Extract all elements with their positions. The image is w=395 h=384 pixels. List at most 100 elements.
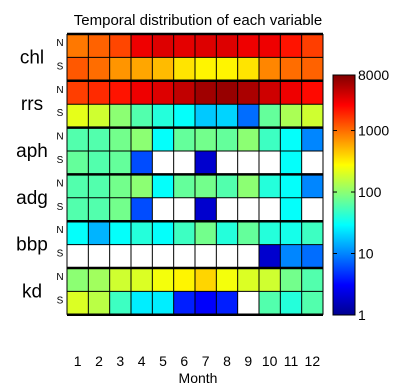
heatmap-cell	[301, 127, 323, 151]
heatmap-cell	[109, 104, 131, 128]
heatmap-cell	[216, 291, 238, 315]
heatmap-cell	[130, 151, 153, 175]
heatmap-cell	[67, 127, 89, 151]
heatmap-cell	[237, 127, 259, 151]
heatmap-cell	[67, 151, 89, 175]
heatmap-cell	[258, 197, 281, 222]
heatmap-cell	[237, 221, 259, 245]
x-axis-label: Month	[179, 370, 218, 384]
heatmap-cell	[130, 127, 153, 151]
heatmap-cell	[194, 221, 217, 245]
heatmap-cell	[216, 104, 238, 128]
heatmap-cell	[109, 151, 131, 175]
heatmap-cell	[173, 80, 195, 105]
heatmap-cell	[280, 197, 302, 222]
heatmap-cell	[152, 174, 174, 198]
heatmap-cell	[194, 34, 217, 58]
heatmap-cell	[258, 80, 281, 105]
heatmap-cell	[173, 57, 195, 81]
heatmap-cell	[173, 197, 195, 222]
heatmap-cell	[152, 151, 174, 175]
heatmap-cell	[109, 291, 131, 315]
colorbar-gradient	[332, 74, 356, 316]
heatmap-cell	[152, 34, 174, 58]
x-tick-label: 4	[138, 353, 146, 369]
heatmap-cell	[258, 244, 281, 268]
heatmap-cell	[194, 291, 217, 315]
heatmap-cell	[301, 151, 323, 175]
heatmap-cell	[280, 57, 302, 81]
heatmap-cell	[88, 127, 110, 151]
heatmap-cell	[88, 291, 110, 315]
heatmap-cell	[152, 244, 174, 268]
heatmap-cell	[88, 221, 110, 245]
x-tick-label: 3	[116, 353, 124, 369]
heatmap-cell	[173, 104, 195, 128]
variable-label-kd: kd	[22, 281, 42, 302]
heatmap-cells	[67, 34, 323, 315]
x-tick-label: 12	[305, 353, 321, 369]
heatmap-cell	[280, 221, 302, 245]
variable-label-adg: adg	[16, 188, 48, 209]
heatmap-cell	[173, 268, 195, 292]
heatmap-cell	[194, 244, 217, 268]
heatmap-cell	[173, 151, 195, 175]
heatmap-cell	[152, 57, 174, 81]
heatmap-cell	[173, 244, 195, 268]
x-tick-label: 9	[244, 353, 252, 369]
heatmap-cell	[280, 268, 302, 292]
variable-label-chl: chl	[20, 47, 44, 68]
x-tick-label: 11	[284, 353, 299, 369]
colorbar: 1 10 100 1000 8000	[332, 67, 389, 323]
heatmap-cell	[173, 127, 195, 151]
heatmap-cell	[67, 268, 89, 292]
heatmap-cell	[216, 197, 238, 222]
heatmap-cell	[109, 34, 131, 58]
heatmap-cell	[237, 34, 259, 58]
colorbar-tick-label: 8000	[358, 67, 389, 83]
heatmap-cell	[152, 127, 174, 151]
heatmap-cell	[237, 174, 259, 198]
heatmap-cell	[280, 80, 302, 105]
colorbar-tick-label: 1000	[358, 123, 389, 139]
variable-label-aph: aph	[16, 141, 48, 162]
heatmap-cell	[67, 244, 89, 268]
heatmap-cell	[109, 80, 131, 105]
heatmap-cell	[237, 268, 259, 292]
x-tick-label: 8	[223, 353, 231, 369]
heatmap-cell	[280, 174, 302, 198]
heatmap-cell	[237, 291, 259, 315]
heatmap-cell	[88, 104, 110, 128]
variable-label-bbp: bbp	[16, 235, 48, 256]
heatmap-cell	[194, 80, 217, 105]
hemisphere-label: S	[57, 295, 64, 306]
heatmap-cell	[67, 174, 89, 198]
heatmap-cell	[109, 127, 131, 151]
heatmap-cell	[88, 80, 110, 105]
heatmap-cell	[216, 174, 238, 198]
heatmap-cell	[130, 57, 153, 81]
heatmap-cell	[301, 80, 323, 105]
heatmap-cell	[130, 174, 153, 198]
heatmap-cell	[280, 34, 302, 58]
heatmap-cell	[216, 80, 238, 105]
heatmap-cell	[109, 174, 131, 198]
heatmap-cell	[88, 244, 110, 268]
hemisphere-label: S	[57, 155, 64, 166]
colorbar-tick-label: 100	[358, 184, 382, 200]
heatmap-cell	[173, 291, 195, 315]
heatmap-cell	[130, 197, 153, 222]
heatmap-cell	[67, 221, 89, 245]
heatmap-cell	[280, 104, 302, 128]
hemisphere-label: S	[57, 202, 64, 213]
heatmap-cell	[237, 80, 259, 105]
heatmap-cell	[258, 268, 281, 292]
heatmap-cell	[237, 197, 259, 222]
hemisphere-label: S	[57, 108, 64, 119]
heatmap-cell	[194, 151, 217, 175]
heatmap-cell	[280, 151, 302, 175]
hemisphere-label: N	[56, 85, 63, 96]
heatmap-cell	[258, 104, 281, 128]
heatmap-cell	[194, 57, 217, 81]
colorbar-tick-label: 1	[358, 307, 366, 323]
